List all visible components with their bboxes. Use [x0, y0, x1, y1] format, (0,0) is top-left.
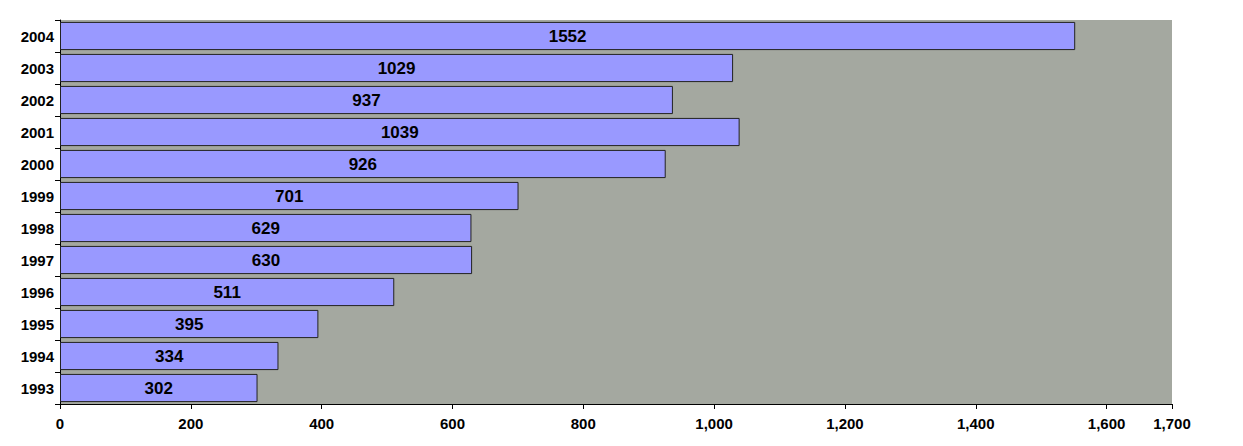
svg-text:1994: 1994 [21, 348, 55, 365]
svg-text:1999: 1999 [21, 188, 54, 205]
svg-text:1993: 1993 [21, 380, 54, 397]
svg-text:1,400: 1,400 [957, 415, 995, 432]
svg-text:2000: 2000 [21, 156, 54, 173]
svg-text:2003: 2003 [21, 60, 54, 77]
svg-text:1,600: 1,600 [1088, 415, 1126, 432]
svg-text:2002: 2002 [21, 92, 54, 109]
svg-text:1039: 1039 [381, 123, 419, 142]
svg-text:1997: 1997 [21, 252, 54, 269]
svg-text:1029: 1029 [378, 59, 416, 78]
svg-text:629: 629 [252, 219, 280, 238]
svg-text:2001: 2001 [21, 124, 54, 141]
svg-text:1996: 1996 [21, 284, 54, 301]
svg-text:200: 200 [178, 415, 203, 432]
svg-text:800: 800 [571, 415, 596, 432]
svg-text:302: 302 [145, 379, 173, 398]
svg-text:1998: 1998 [21, 220, 54, 237]
svg-text:937: 937 [352, 91, 380, 110]
svg-text:2004: 2004 [21, 28, 55, 45]
svg-text:1,700: 1,700 [1153, 415, 1191, 432]
svg-text:630: 630 [252, 251, 280, 270]
svg-text:926: 926 [349, 155, 377, 174]
svg-text:400: 400 [309, 415, 334, 432]
svg-text:1995: 1995 [21, 316, 54, 333]
svg-text:395: 395 [175, 315, 203, 334]
svg-text:1552: 1552 [549, 27, 587, 46]
svg-text:0: 0 [56, 415, 64, 432]
svg-text:701: 701 [275, 187, 303, 206]
svg-text:1,000: 1,000 [695, 415, 733, 432]
svg-text:511: 511 [213, 283, 240, 302]
svg-text:600: 600 [440, 415, 465, 432]
svg-text:1,200: 1,200 [826, 415, 864, 432]
svg-text:334: 334 [155, 347, 184, 366]
